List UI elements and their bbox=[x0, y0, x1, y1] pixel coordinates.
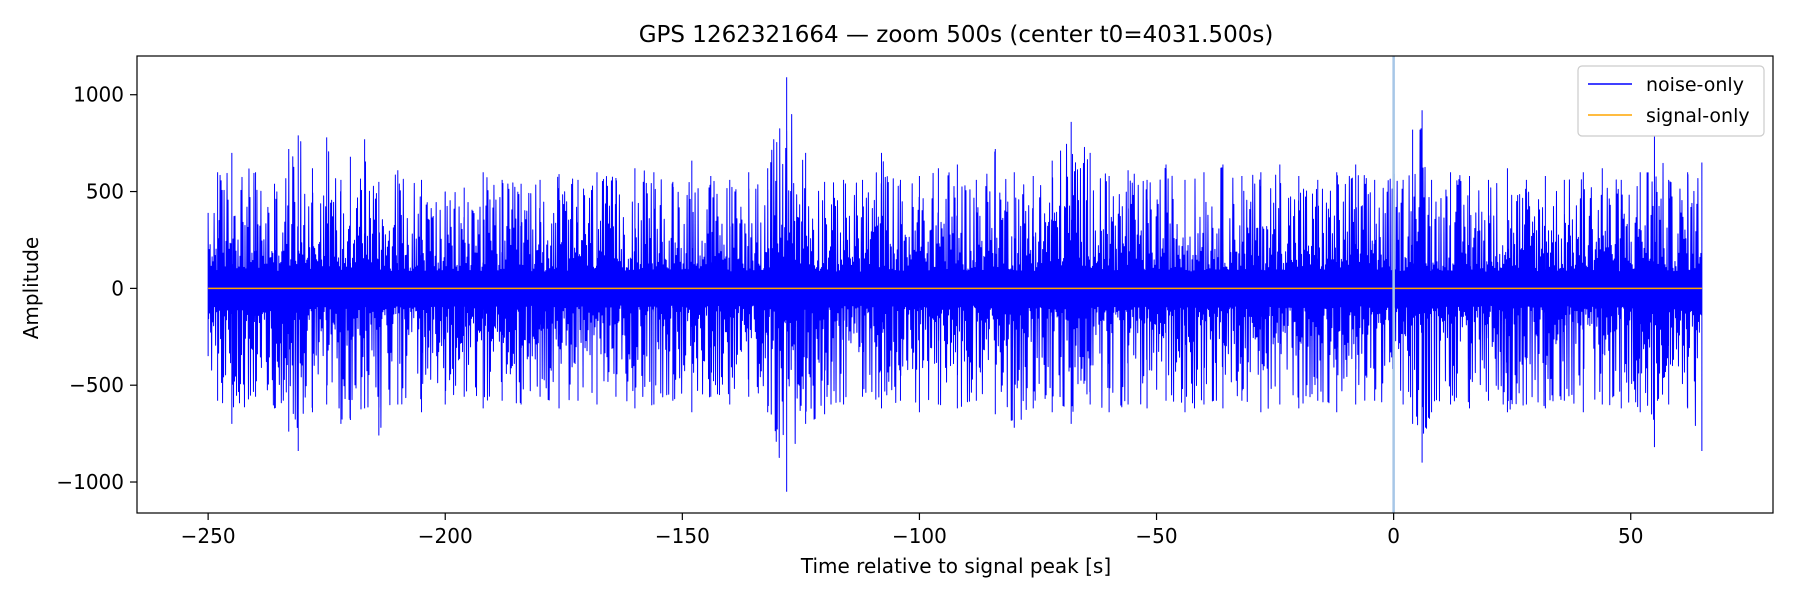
y-tick-label: 1000 bbox=[73, 83, 124, 107]
y-axis-label: Amplitude bbox=[19, 237, 43, 340]
plot-frame bbox=[136, 55, 1774, 514]
series-line-noise-only bbox=[207, 77, 1703, 492]
x-tick-label: −250 bbox=[181, 524, 236, 548]
chart-title: GPS 1262321664 — zoom 500s (center t0=40… bbox=[639, 22, 1274, 48]
x-tick-label: −50 bbox=[1135, 524, 1177, 548]
legend: noise-only signal-only bbox=[1577, 65, 1765, 137]
x-tick-label: −200 bbox=[418, 524, 473, 548]
x-tick-label: 50 bbox=[1618, 524, 1643, 548]
plot-area bbox=[207, 56, 1703, 513]
y-tick-label: 0 bbox=[111, 276, 124, 300]
x-axis: −250 −200 −150 −100 −50 0 50 bbox=[181, 513, 1643, 548]
legend-label-noise-only: noise-only bbox=[1646, 74, 1744, 96]
y-tick-label: 500 bbox=[86, 180, 124, 204]
x-axis-label: Time relative to signal peak [s] bbox=[800, 554, 1111, 578]
y-tick-label: −1000 bbox=[56, 470, 124, 494]
x-tick-label: −100 bbox=[892, 524, 947, 548]
legend-label-signal-only: signal-only bbox=[1646, 105, 1750, 127]
x-tick-label: −150 bbox=[655, 524, 710, 548]
y-tick-label: −500 bbox=[69, 373, 124, 397]
y-axis: −1000 −500 0 500 1000 bbox=[56, 83, 137, 494]
x-tick-label: 0 bbox=[1387, 524, 1400, 548]
